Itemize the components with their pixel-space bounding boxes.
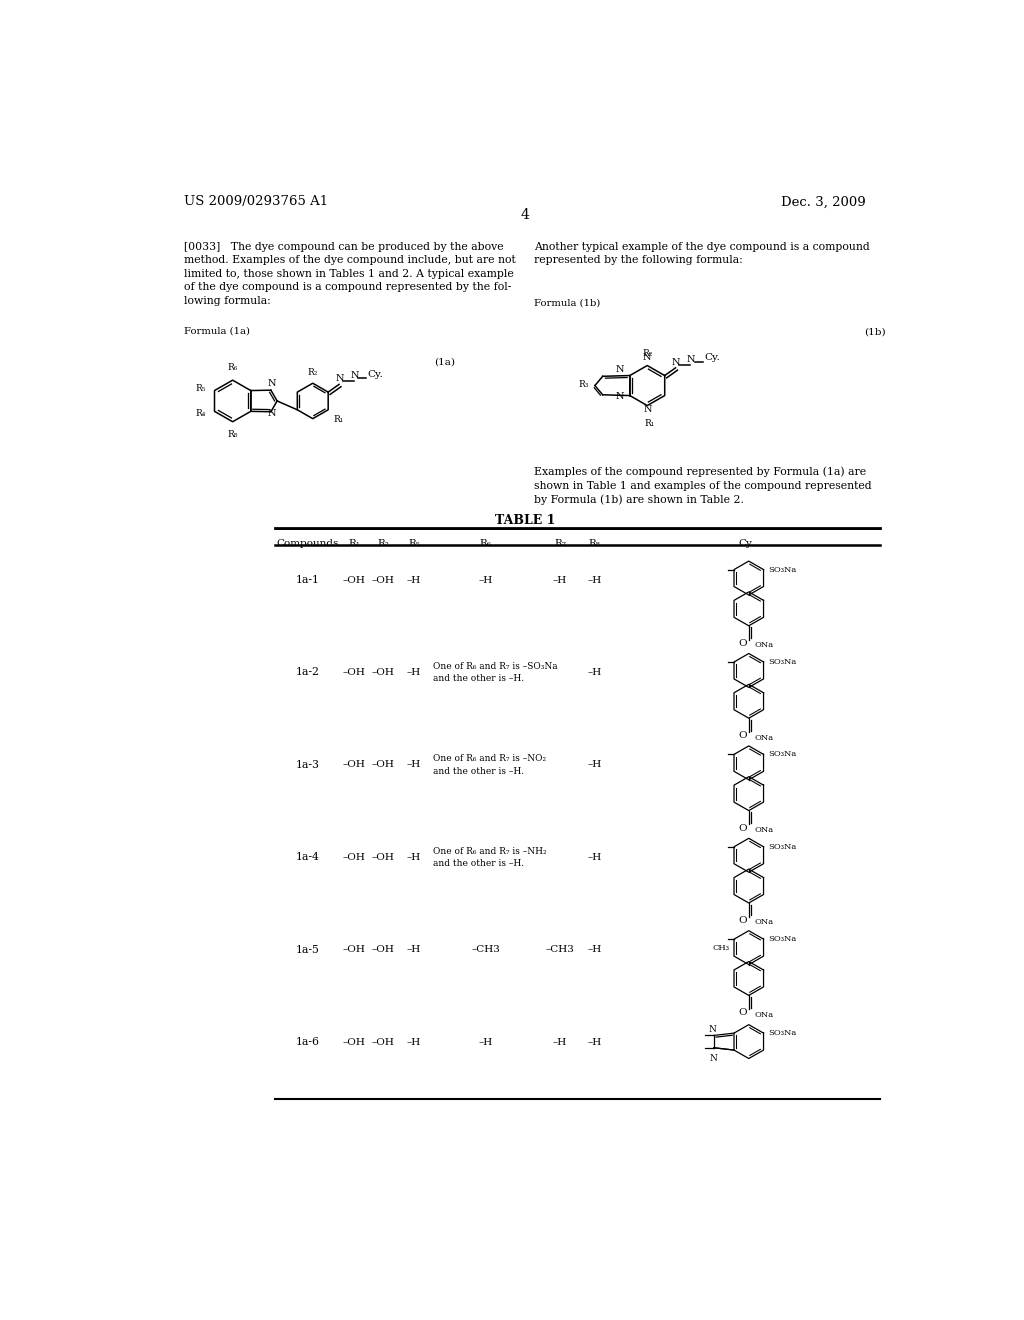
Text: O: O bbox=[738, 639, 746, 648]
Text: Formula (1b): Formula (1b) bbox=[535, 298, 600, 308]
Text: R₁: R₁ bbox=[644, 420, 654, 429]
Text: –OH: –OH bbox=[342, 1038, 366, 1047]
Text: R₅: R₅ bbox=[196, 384, 206, 393]
Text: R₄: R₄ bbox=[196, 409, 206, 418]
Text: Dec. 3, 2009: Dec. 3, 2009 bbox=[781, 195, 866, 209]
Text: 1a-4: 1a-4 bbox=[296, 853, 319, 862]
Text: –OH: –OH bbox=[342, 668, 366, 677]
Text: 1a-6: 1a-6 bbox=[295, 1038, 319, 1047]
Text: N: N bbox=[267, 409, 275, 418]
Text: O: O bbox=[738, 824, 746, 833]
Text: –OH: –OH bbox=[372, 1038, 394, 1047]
Text: N: N bbox=[644, 405, 652, 413]
Text: TABLE 1: TABLE 1 bbox=[495, 515, 555, 527]
Text: SO₃Na: SO₃Na bbox=[768, 750, 797, 759]
Text: Cy: Cy bbox=[738, 539, 752, 548]
Text: US 2009/0293765 A1: US 2009/0293765 A1 bbox=[183, 195, 328, 209]
Text: –H: –H bbox=[553, 576, 567, 585]
Text: R₈: R₈ bbox=[227, 430, 238, 440]
Text: –OH: –OH bbox=[372, 668, 394, 677]
Text: –H: –H bbox=[588, 1038, 602, 1047]
Text: R₅: R₅ bbox=[408, 539, 420, 548]
Text: R₂: R₂ bbox=[642, 348, 652, 358]
Text: O: O bbox=[738, 731, 746, 741]
Text: ONa: ONa bbox=[755, 1011, 774, 1019]
Text: –H: –H bbox=[478, 576, 493, 585]
Text: R₆: R₆ bbox=[227, 363, 238, 372]
Text: N: N bbox=[350, 371, 358, 380]
Text: N: N bbox=[672, 358, 681, 367]
Text: R₆: R₆ bbox=[479, 539, 492, 548]
Text: –H: –H bbox=[588, 945, 602, 954]
Text: –OH: –OH bbox=[372, 853, 394, 862]
Text: O: O bbox=[738, 916, 746, 925]
Text: Formula (1a): Formula (1a) bbox=[183, 326, 250, 335]
Text: –H: –H bbox=[553, 1038, 567, 1047]
Text: –H: –H bbox=[588, 760, 602, 770]
Text: –H: –H bbox=[407, 1038, 421, 1047]
Text: N: N bbox=[267, 379, 275, 388]
Text: R₃: R₃ bbox=[579, 380, 589, 388]
Text: 1a-2: 1a-2 bbox=[295, 668, 319, 677]
Text: N: N bbox=[615, 392, 625, 401]
Text: –H: –H bbox=[478, 1038, 493, 1047]
Text: N: N bbox=[615, 366, 625, 375]
Text: Compounds: Compounds bbox=[276, 539, 339, 548]
Text: –H: –H bbox=[588, 576, 602, 585]
Text: –H: –H bbox=[407, 945, 421, 954]
Text: N: N bbox=[709, 1024, 716, 1034]
Text: One of R₆ and R₇ is –NO₂
and the other is –H.: One of R₆ and R₇ is –NO₂ and the other i… bbox=[433, 754, 547, 776]
Text: N: N bbox=[643, 354, 651, 362]
Text: R₁: R₁ bbox=[348, 539, 359, 548]
Text: N: N bbox=[710, 1053, 718, 1063]
Text: –CH3: –CH3 bbox=[471, 945, 500, 954]
Text: R₇: R₇ bbox=[554, 539, 566, 548]
Text: ONa: ONa bbox=[755, 734, 774, 742]
Text: –OH: –OH bbox=[372, 760, 394, 770]
Text: –CH3: –CH3 bbox=[546, 945, 574, 954]
Text: Another typical example of the dye compound is a compound
represented by the fol: Another typical example of the dye compo… bbox=[535, 242, 869, 265]
Text: R₁: R₁ bbox=[334, 416, 344, 424]
Text: (1a): (1a) bbox=[434, 358, 455, 366]
Text: 1a-3: 1a-3 bbox=[295, 760, 319, 770]
Text: –H: –H bbox=[407, 576, 421, 585]
Text: N: N bbox=[336, 375, 344, 383]
Text: SO₃Na: SO₃Na bbox=[768, 657, 797, 667]
Text: R₈: R₈ bbox=[589, 539, 600, 548]
Text: SO₃Na: SO₃Na bbox=[768, 565, 797, 574]
Text: –H: –H bbox=[407, 760, 421, 770]
Text: –OH: –OH bbox=[342, 853, 366, 862]
Text: –OH: –OH bbox=[372, 945, 394, 954]
Text: ONa: ONa bbox=[755, 919, 774, 927]
Text: –OH: –OH bbox=[342, 760, 366, 770]
Text: –H: –H bbox=[588, 668, 602, 677]
Text: One of R₆ and R₇ is –NH₂
and the other is –H.: One of R₆ and R₇ is –NH₂ and the other i… bbox=[433, 846, 547, 869]
Text: ONa: ONa bbox=[755, 642, 774, 649]
Text: Examples of the compound represented by Formula (1a) are
shown in Table 1 and ex: Examples of the compound represented by … bbox=[535, 466, 871, 506]
Text: SO₃Na: SO₃Na bbox=[768, 935, 797, 944]
Text: SO₃Na: SO₃Na bbox=[768, 842, 797, 851]
Text: 1a-1: 1a-1 bbox=[295, 576, 319, 585]
Text: 1a-5: 1a-5 bbox=[296, 945, 319, 954]
Text: O: O bbox=[738, 1008, 746, 1018]
Text: CH₃: CH₃ bbox=[713, 944, 729, 952]
Text: ONa: ONa bbox=[755, 826, 774, 834]
Text: –H: –H bbox=[588, 853, 602, 862]
Text: –H: –H bbox=[407, 853, 421, 862]
Text: N: N bbox=[687, 355, 695, 364]
Text: –OH: –OH bbox=[342, 576, 366, 585]
Text: 4: 4 bbox=[520, 209, 529, 223]
Text: R₂: R₂ bbox=[307, 368, 317, 378]
Text: One of R₆ and R₇ is –SO₃Na
and the other is –H.: One of R₆ and R₇ is –SO₃Na and the other… bbox=[433, 661, 558, 684]
Text: R₂: R₂ bbox=[377, 539, 389, 548]
Text: Cy.: Cy. bbox=[368, 370, 383, 379]
Text: –OH: –OH bbox=[342, 945, 366, 954]
Text: –H: –H bbox=[407, 668, 421, 677]
Text: Cy.: Cy. bbox=[705, 354, 720, 362]
Text: [0033]   The dye compound can be produced by the above
method. Examples of the d: [0033] The dye compound can be produced … bbox=[183, 242, 515, 306]
Text: SO₃Na: SO₃Na bbox=[768, 1030, 797, 1038]
Text: (1b): (1b) bbox=[864, 327, 886, 337]
Text: –OH: –OH bbox=[372, 576, 394, 585]
